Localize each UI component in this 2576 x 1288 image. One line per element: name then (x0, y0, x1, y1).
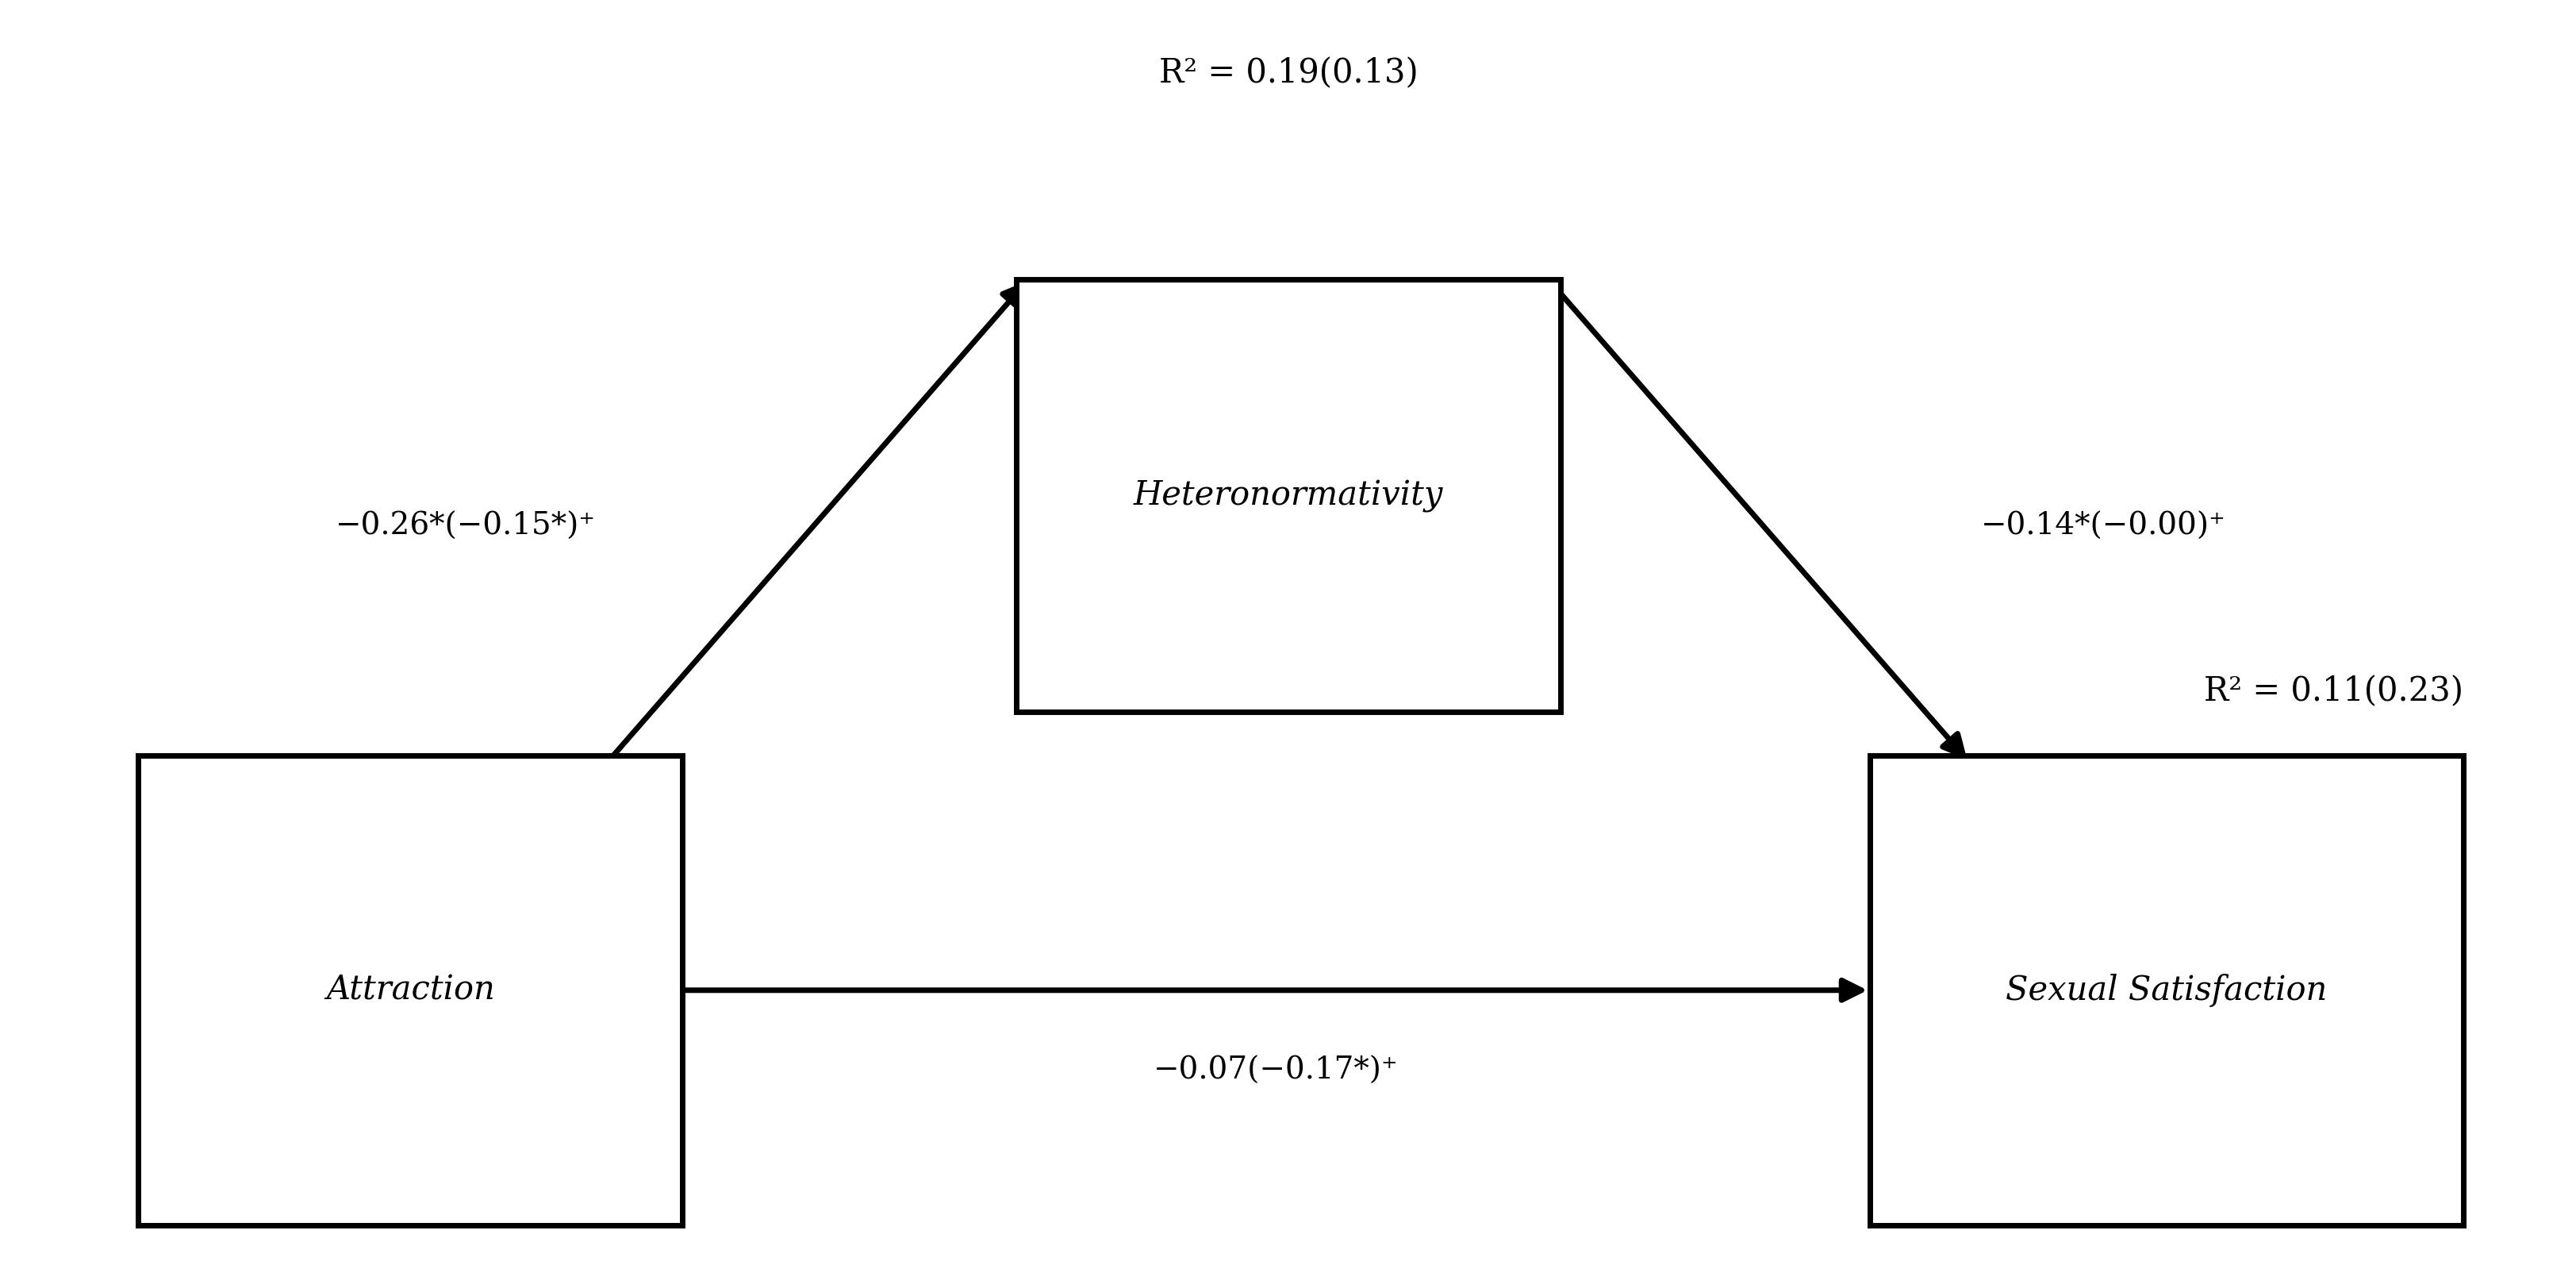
Text: Sexual Satisfaction: Sexual Satisfaction (2004, 974, 2326, 1007)
Bar (1015, 279, 1561, 712)
Text: R² = 0.11(0.23): R² = 0.11(0.23) (2202, 675, 2463, 708)
Bar (139, 755, 683, 1225)
Text: −0.14*(−0.00)⁺: −0.14*(−0.00)⁺ (1981, 511, 2226, 541)
Text: Attraction: Attraction (325, 974, 495, 1007)
Text: R² = 0.19(0.13): R² = 0.19(0.13) (1159, 57, 1417, 90)
Text: −0.07(−0.17*)⁺: −0.07(−0.17*)⁺ (1154, 1056, 1399, 1086)
Text: Heteronormativity: Heteronormativity (1133, 479, 1443, 513)
Bar (1870, 755, 2463, 1225)
Text: −0.26*(−0.15*)⁺: −0.26*(−0.15*)⁺ (335, 511, 595, 541)
